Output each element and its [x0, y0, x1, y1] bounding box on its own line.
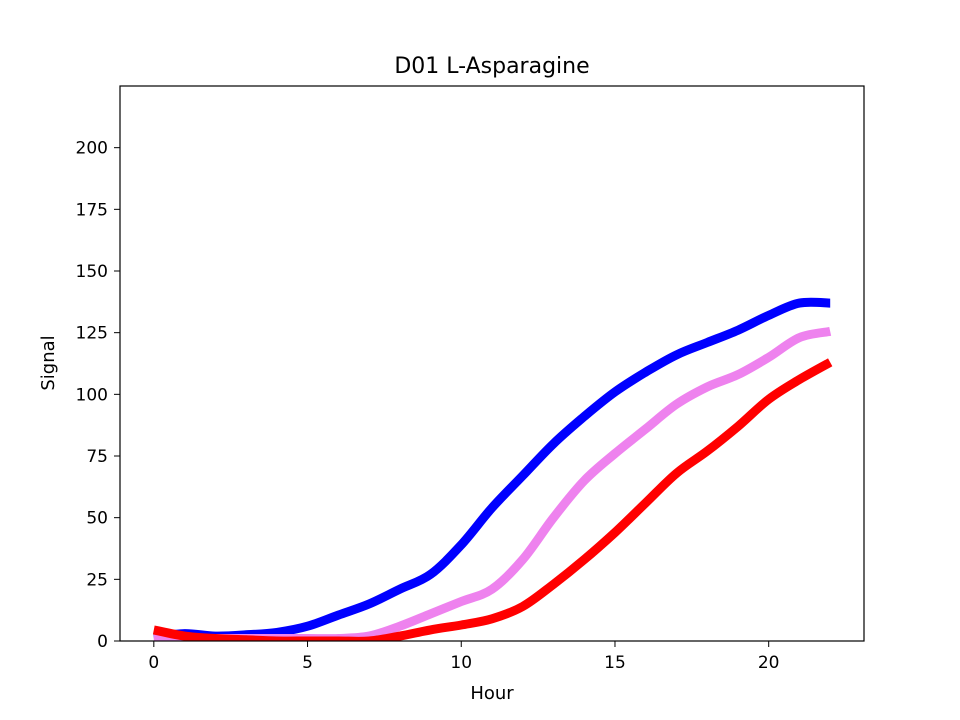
x-tick-label: 20: [758, 653, 780, 673]
x-tick-label: 10: [450, 653, 472, 673]
y-tick-label: 125: [76, 324, 108, 344]
y-tick-label: 50: [86, 509, 108, 529]
y-tick-label: 100: [76, 385, 108, 405]
y-tick-label: 75: [86, 447, 108, 467]
x-tick-label: 0: [148, 653, 159, 673]
y-tick-label: 200: [76, 139, 108, 159]
y-tick-label: 175: [76, 200, 108, 220]
y-axis-label: Signal: [38, 335, 59, 390]
y-tick-label: 0: [97, 632, 108, 652]
y-tick-label: 25: [86, 570, 108, 590]
series-violet-line: [153, 326, 832, 641]
x-axis-label: Hour: [470, 683, 514, 704]
series-blue-line: [153, 297, 831, 641]
x-tick-label: 15: [604, 653, 626, 673]
series-group: [152, 297, 833, 641]
chart-title: D01 L-Asparagine: [394, 54, 589, 79]
x-tick-label: 5: [302, 653, 313, 673]
y-tick-label: 150: [76, 262, 108, 282]
plot-frame: [119, 85, 865, 642]
